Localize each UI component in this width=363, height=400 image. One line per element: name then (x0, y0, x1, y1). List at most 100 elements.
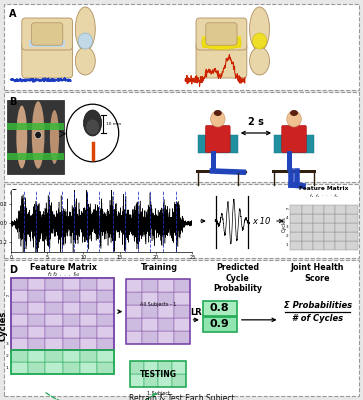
Bar (126, 279, 142, 292)
Bar (174, 292, 190, 305)
Bar (302, 223, 313, 232)
Bar (80, 290, 97, 302)
Bar (335, 232, 346, 240)
Bar (45, 302, 62, 314)
Bar (28, 326, 45, 338)
Ellipse shape (250, 7, 270, 51)
Bar (11, 302, 28, 314)
Bar (346, 223, 358, 232)
Bar (28, 338, 45, 350)
FancyBboxPatch shape (4, 184, 359, 258)
Bar (28, 278, 45, 290)
Text: 2: 2 (6, 354, 9, 358)
Bar (97, 314, 114, 326)
Bar (62, 338, 80, 350)
Bar (346, 214, 358, 223)
FancyBboxPatch shape (22, 42, 73, 78)
Bar (158, 279, 174, 292)
Bar (335, 214, 346, 223)
Bar (346, 240, 358, 250)
Bar (144, 361, 158, 374)
Text: f₁  f₂  ·  ·  ·  fₙ: f₁ f₂ · · · fₙ (310, 194, 338, 198)
Bar (158, 374, 172, 387)
Bar (126, 279, 190, 344)
Circle shape (211, 111, 225, 127)
Bar (302, 240, 313, 250)
Bar (62, 314, 80, 326)
Bar (302, 205, 313, 214)
Bar (28, 290, 45, 302)
FancyBboxPatch shape (4, 260, 359, 396)
Ellipse shape (16, 106, 27, 168)
Text: 10 mm: 10 mm (106, 122, 122, 126)
Bar (174, 318, 190, 331)
Bar (274, 135, 314, 153)
Ellipse shape (201, 36, 241, 50)
Text: TESTING: TESTING (140, 370, 176, 379)
Ellipse shape (252, 33, 267, 49)
Bar (346, 205, 358, 214)
Bar (196, 170, 240, 173)
Bar (203, 317, 237, 332)
Text: C: C (9, 189, 16, 199)
Bar (142, 279, 158, 292)
Text: x 10: x 10 (252, 216, 270, 226)
Text: Predicted
Cycle
Probability: Predicted Cycle Probability (213, 263, 262, 293)
Text: B: B (9, 97, 16, 107)
Text: 1: 1 (6, 366, 9, 370)
Bar (11, 338, 28, 350)
Bar (62, 350, 80, 362)
Bar (335, 223, 346, 232)
Bar (142, 305, 158, 318)
Text: 1 Subject: 1 Subject (147, 391, 170, 396)
Bar (324, 223, 335, 232)
Bar (126, 292, 142, 305)
Bar (80, 326, 97, 338)
Bar (290, 214, 302, 223)
Text: 2 s: 2 s (248, 117, 264, 127)
Bar (80, 338, 97, 350)
Bar (45, 338, 62, 350)
Bar (158, 331, 174, 344)
FancyBboxPatch shape (32, 23, 63, 45)
Ellipse shape (50, 110, 59, 164)
Bar (126, 318, 142, 331)
Text: Feature Matrix: Feature Matrix (299, 186, 349, 191)
Text: Cycles: Cycles (281, 216, 286, 232)
Bar (172, 374, 186, 387)
FancyBboxPatch shape (4, 92, 359, 182)
Text: Cycles: Cycles (0, 311, 7, 341)
Bar (142, 331, 158, 344)
Bar (313, 223, 324, 232)
Bar (198, 135, 238, 153)
Bar (45, 326, 62, 338)
Bar (313, 232, 324, 240)
Bar (45, 278, 62, 290)
Ellipse shape (214, 110, 222, 116)
Bar (7, 123, 64, 130)
Bar (202, 36, 241, 48)
Bar (80, 350, 97, 362)
Bar (11, 278, 114, 350)
Bar (144, 374, 158, 387)
Ellipse shape (76, 7, 95, 51)
Bar (80, 314, 97, 326)
Bar (97, 326, 114, 338)
Bar (45, 314, 62, 326)
Bar (97, 302, 114, 314)
Bar (126, 305, 142, 318)
Bar (11, 326, 28, 338)
Bar (97, 362, 114, 374)
Ellipse shape (86, 119, 99, 135)
Bar (130, 374, 144, 387)
Bar (203, 301, 237, 316)
FancyBboxPatch shape (22, 18, 73, 50)
FancyBboxPatch shape (205, 125, 230, 152)
Text: Σ Probabilities: Σ Probabilities (284, 301, 352, 310)
Bar (80, 278, 97, 290)
Bar (324, 205, 335, 214)
Text: f₁ f₂  .  .  .  fₙ₀: f₁ f₂ . . . fₙ₀ (48, 272, 79, 277)
Bar (174, 279, 190, 292)
Bar (313, 214, 324, 223)
Bar (158, 292, 174, 305)
